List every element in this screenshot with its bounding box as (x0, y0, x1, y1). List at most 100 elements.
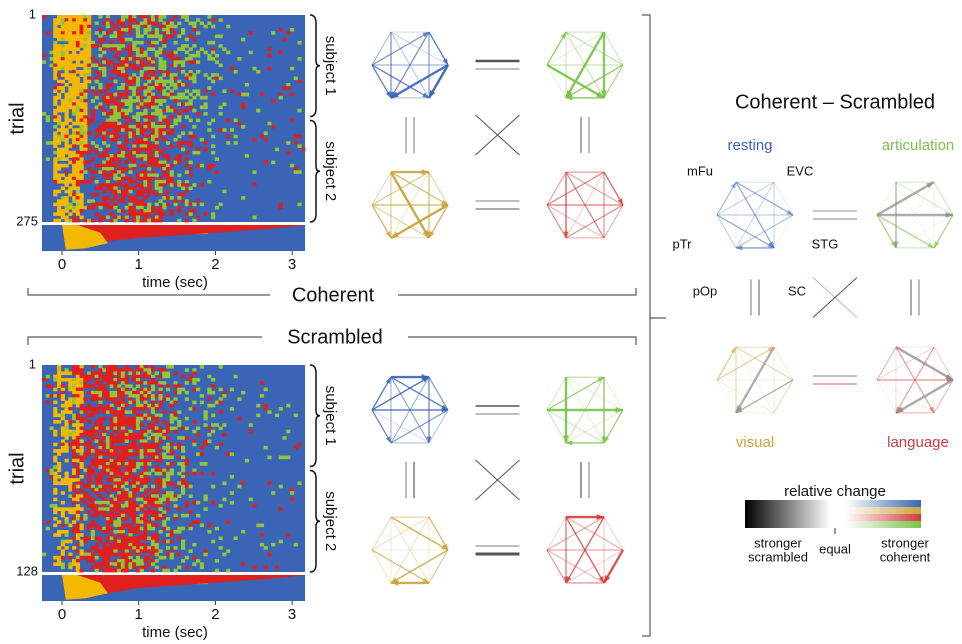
raster-cell (203, 102, 208, 106)
raster-cell (147, 526, 152, 531)
raster-cell (113, 128, 118, 132)
raster-cell (83, 86, 88, 90)
raster-cell (60, 426, 65, 431)
raster-cell (135, 400, 141, 405)
raster-cell (162, 192, 167, 197)
raster-cell (87, 377, 92, 382)
raster-cell (83, 50, 88, 55)
raster-cell (150, 34, 156, 39)
raster-cell (83, 69, 88, 74)
raster-cell (169, 24, 174, 29)
raster-cell (132, 517, 137, 521)
raster-cell (102, 189, 107, 194)
raster-cell (188, 377, 193, 382)
raster-cell (72, 546, 77, 550)
raster-cell (143, 497, 148, 502)
raster-cell (75, 21, 80, 26)
raster-cell (83, 218, 88, 223)
raster-cell (241, 390, 246, 395)
raster-cell (132, 63, 137, 68)
raster-cell (57, 368, 62, 372)
raster-cell (83, 60, 88, 64)
raster-cell (79, 449, 84, 453)
raster-cell (139, 478, 144, 482)
raster-cell (199, 47, 204, 51)
raster-cell (90, 507, 95, 511)
raster-cell (72, 134, 77, 139)
raster-cell (158, 432, 163, 437)
raster-cell (75, 82, 80, 87)
raster-cell (147, 57, 152, 61)
raster-cell (98, 390, 103, 395)
raster-cell (64, 92, 69, 97)
raster-cell (72, 423, 77, 427)
raster-cell (158, 212, 163, 216)
raster-cell (83, 57, 88, 61)
raster-cell (124, 539, 129, 544)
raster-cell (75, 365, 80, 369)
raster-cell (102, 374, 107, 379)
raster-cell (169, 555, 174, 560)
raster-cell (177, 565, 182, 570)
raster-cell (150, 436, 156, 440)
raster-cell (98, 394, 103, 398)
raster-cell (60, 212, 65, 216)
raster-cell (124, 474, 129, 479)
raster-cell (278, 407, 283, 411)
raster-cell (143, 390, 148, 395)
raster-cell (124, 542, 129, 547)
raster-cell (45, 157, 50, 161)
raster-cell (75, 173, 80, 178)
raster-cell (286, 403, 291, 408)
strip-red (62, 225, 308, 245)
raster-cell (113, 481, 118, 486)
raster-cell (192, 439, 197, 444)
raster-cell (135, 131, 141, 136)
raster-cell (83, 134, 88, 139)
raster-cell (154, 173, 159, 178)
raster-cell (154, 413, 159, 418)
raster-cell (132, 144, 137, 149)
raster-cell (94, 555, 99, 560)
raster-cell (173, 63, 178, 68)
raster-cell (184, 397, 189, 401)
raster-cell (165, 394, 171, 398)
raster-cell (64, 44, 69, 48)
raster-cell (120, 209, 126, 213)
raster-cell (124, 555, 129, 560)
raster-cell (173, 183, 178, 187)
raster-cell (64, 426, 69, 431)
raster-cell (124, 565, 129, 570)
raster-cell (154, 407, 159, 411)
raster-cell (259, 523, 265, 528)
raster-cell (124, 507, 129, 511)
raster-cell (45, 31, 50, 35)
raster-cell (109, 455, 114, 460)
raster-cell (105, 112, 111, 116)
raster-cell (147, 179, 152, 184)
raster-cell (94, 487, 99, 492)
raster (42, 365, 308, 601)
raster-cell (181, 82, 186, 87)
raster-cell (162, 520, 167, 524)
raster-cell (83, 416, 88, 421)
raster-cell (98, 128, 103, 132)
raster-cell (75, 131, 80, 136)
raster-cell (286, 429, 291, 434)
raster-cell (139, 105, 144, 110)
raster-cell (211, 150, 216, 155)
raster-cell (87, 53, 92, 58)
raster-cell (75, 542, 80, 547)
raster-cell (147, 426, 152, 431)
raster-cell (207, 167, 212, 171)
raster-cell (72, 170, 77, 174)
raster-cell (117, 465, 122, 469)
raster-cell (113, 568, 118, 573)
raster-cell (162, 27, 167, 32)
raster-cell (109, 565, 114, 570)
raster-cell (139, 173, 144, 178)
raster-cell (132, 494, 137, 499)
raster-cell (113, 79, 118, 84)
raster-cell (75, 63, 80, 68)
raster-cell (169, 183, 174, 187)
